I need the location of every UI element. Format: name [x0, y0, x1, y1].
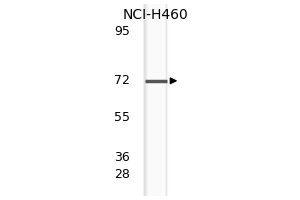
- Text: 28: 28: [114, 168, 130, 181]
- Text: 55: 55: [114, 111, 130, 124]
- Text: 95: 95: [114, 25, 130, 38]
- Text: 72: 72: [114, 74, 130, 87]
- Text: 36: 36: [114, 151, 130, 164]
- Text: NCI-H460: NCI-H460: [123, 8, 189, 22]
- Bar: [144, 4, 167, 196]
